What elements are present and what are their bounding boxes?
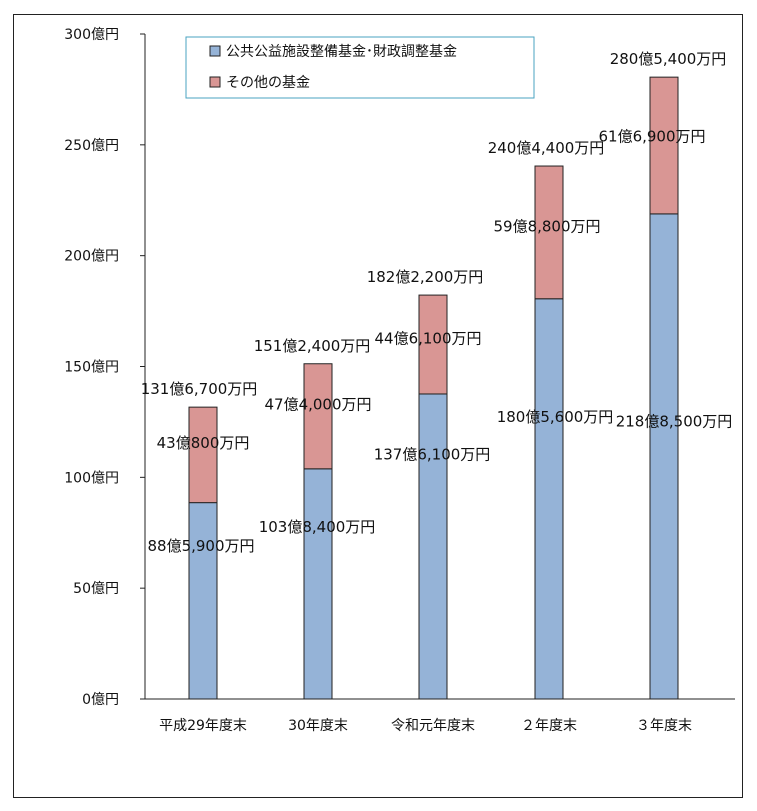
data-label-total: 240億4,400万円 bbox=[488, 139, 605, 157]
bar-segment-4-other bbox=[534, 165, 564, 300]
bar-segment-2-other bbox=[303, 363, 333, 470]
x-tick-label: 平成29年度末 bbox=[159, 718, 247, 734]
legend-label: その他の基金 bbox=[226, 74, 310, 91]
y-tick-label: 50億円 bbox=[73, 581, 119, 597]
y-tick-label: 150億円 bbox=[64, 360, 119, 376]
legend-swatch bbox=[209, 76, 221, 88]
bar-segment-3-base bbox=[418, 393, 448, 700]
data-label-other: 47億4,000万円 bbox=[264, 395, 371, 413]
x-tick-label: 30年度末 bbox=[288, 718, 348, 734]
data-labels: 88億5,900万円 43億800万円 131億6,700万円 103億8,400万円… bbox=[141, 50, 733, 555]
data-label-total: 280億5,400万円 bbox=[610, 50, 727, 68]
y-tick-label: 300億円 bbox=[64, 27, 119, 43]
data-label-total: 151億2,400万円 bbox=[254, 337, 371, 355]
bar-segment-5-base bbox=[649, 213, 679, 700]
y-tick-label: 100億円 bbox=[64, 470, 119, 486]
data-label-other: 43億800万円 bbox=[157, 434, 250, 452]
data-label-base: 137億6,100万円 bbox=[374, 445, 491, 463]
bar-segment-1-base bbox=[188, 502, 218, 700]
data-label-total: 131億6,700万円 bbox=[141, 380, 258, 398]
data-label-other: 44億6,100万円 bbox=[374, 330, 481, 348]
bar-segment-3-other bbox=[418, 294, 448, 395]
bars bbox=[188, 76, 679, 700]
data-label-base: 180億5,600万円 bbox=[497, 408, 614, 426]
x-tick-label: ３年度末 bbox=[636, 718, 692, 734]
data-label-other: 59億8,800万円 bbox=[493, 217, 600, 235]
bar-segment-5-other bbox=[649, 76, 679, 215]
bar-segment-2-base bbox=[303, 468, 333, 700]
data-label-other: 61億6,900万円 bbox=[598, 128, 705, 146]
chart-frame bbox=[13, 14, 743, 798]
data-label-base: 103億8,400万円 bbox=[259, 518, 376, 536]
data-label-base: 88億5,900万円 bbox=[147, 537, 254, 555]
data-label-base: 218億8,500万円 bbox=[616, 412, 733, 430]
x-tick-label: ２年度末 bbox=[521, 718, 577, 734]
y-tick-label: 0億円 bbox=[82, 692, 119, 708]
bar-segment-4-base bbox=[534, 298, 564, 700]
x-tick-label: 令和元年度末 bbox=[391, 718, 475, 734]
data-label-total: 182億2,200万円 bbox=[367, 268, 484, 286]
legend-label: 公共公益施設整備基金･財政調整基金 bbox=[226, 43, 457, 60]
y-tick-label: 250億円 bbox=[64, 138, 119, 154]
y-tick-label: 200億円 bbox=[64, 249, 119, 265]
legend-swatch bbox=[209, 45, 221, 57]
legend-box bbox=[185, 36, 535, 99]
bar-segment-1-other bbox=[188, 406, 218, 504]
